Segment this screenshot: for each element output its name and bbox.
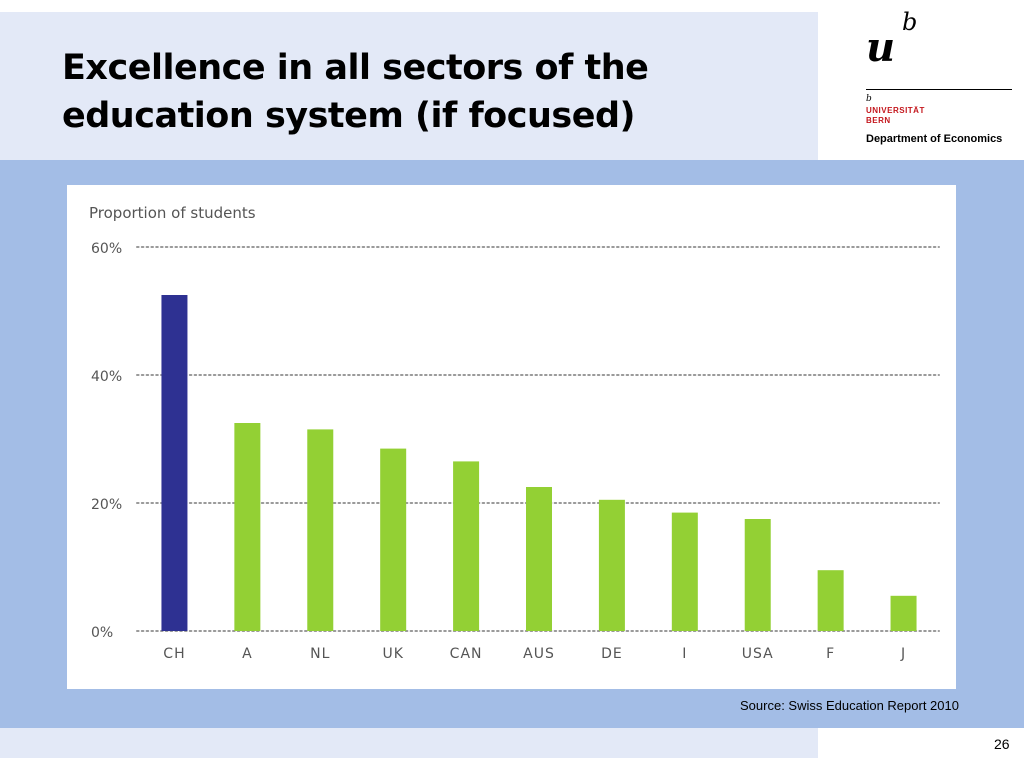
bar-f <box>817 570 844 631</box>
logo-university-line: UNIVERSITÄT <box>866 106 925 115</box>
logo-university-name: UNIVERSITÄT BERN <box>866 106 925 126</box>
bar-can <box>453 461 480 631</box>
x-tick-label: CH <box>163 646 185 662</box>
bar-nl <box>307 429 334 631</box>
source-note: Source: Swiss Education Report 2010 <box>740 698 959 713</box>
logo-mark-u: u <box>866 24 896 71</box>
header-band <box>0 12 818 160</box>
y-tick-label: 0% <box>91 625 113 641</box>
x-tick-label: AUS <box>523 646 555 662</box>
university-logo: u b b UNIVERSITÄT BERN Department of Econ… <box>864 10 1014 150</box>
page-number: 26 <box>994 736 1010 752</box>
x-tick-label: I <box>682 646 687 662</box>
x-tick-label: J <box>900 646 906 662</box>
bar-a <box>234 423 261 631</box>
chart-canvas: Proportion of students 0% 20% 40% 60% CH A NL UK… <box>89 204 940 662</box>
y-tick-label: 20% <box>91 497 122 513</box>
logo-small-b: b <box>866 94 872 104</box>
bar-chart: Proportion of students 0% 20% 40% 60% CH A NL UK… <box>67 185 956 689</box>
bar-aus <box>526 487 552 631</box>
x-tick-label: UK <box>382 646 403 662</box>
bar-j <box>890 595 917 631</box>
logo-divider <box>866 89 1012 90</box>
department-name: Department of Economics <box>866 133 1003 145</box>
x-tick-label: CAN <box>450 646 483 662</box>
y-tick-label: 40% <box>91 369 122 385</box>
logo-university-line: BERN <box>866 116 891 125</box>
x-tick-label: A <box>242 646 253 662</box>
bar-usa <box>744 519 771 631</box>
footer-band <box>0 728 818 758</box>
x-tick-label: NL <box>310 646 330 662</box>
logo-mark-b: b <box>902 8 918 36</box>
bar-i <box>671 512 698 631</box>
x-tick-label: USA <box>742 646 774 662</box>
chart-title: Proportion of students <box>89 204 256 222</box>
bar-ch <box>161 295 188 631</box>
y-tick-label: 60% <box>91 241 122 257</box>
x-tick-label: F <box>826 646 835 662</box>
bar-uk <box>380 448 407 631</box>
x-tick-label: DE <box>601 646 623 662</box>
slide-title: Excellence in all sectors of the educati… <box>62 48 649 136</box>
bar-de <box>598 499 625 631</box>
